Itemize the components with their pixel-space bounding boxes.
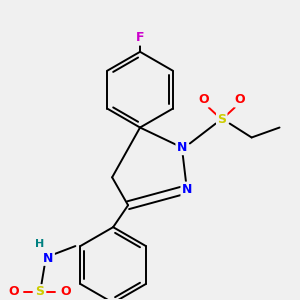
Text: O: O (60, 285, 71, 298)
Text: O: O (199, 93, 209, 106)
Text: S: S (217, 113, 226, 126)
Text: H: H (35, 239, 44, 249)
Text: S: S (35, 285, 44, 298)
Text: N: N (182, 183, 192, 196)
Text: F: F (136, 32, 144, 44)
Text: O: O (234, 93, 245, 106)
Text: O: O (8, 285, 19, 298)
Text: N: N (177, 141, 187, 154)
Text: N: N (43, 251, 54, 265)
